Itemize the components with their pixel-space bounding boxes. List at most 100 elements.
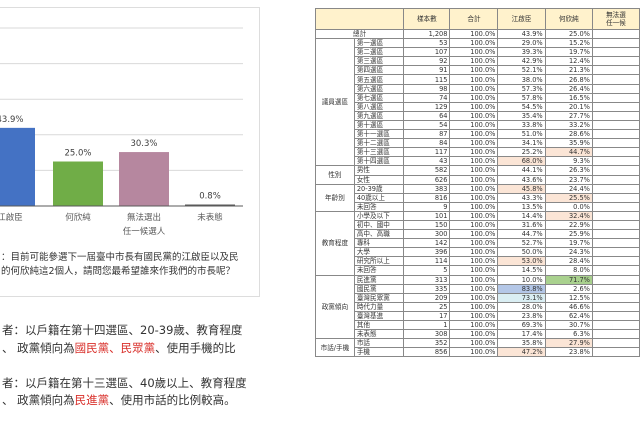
- cell: 396: [403, 247, 451, 258]
- cell: [591, 219, 640, 231]
- row-label: 市話: [353, 338, 405, 349]
- cell: 51.0%: [497, 129, 546, 140]
- row-label: 民進黨: [353, 274, 405, 285]
- cell: 32.4%: [544, 210, 593, 221]
- table-row: 市話/手機 市話 352 100.0% 35.8% 27.9%: [315, 338, 640, 358]
- bar: [53, 161, 103, 206]
- table-row: 第九選區 64 100.0% 35.4% 27.7%: [316, 110, 640, 121]
- cell: 14.5%: [497, 265, 546, 276]
- table-row: 第五選區 115 100.0% 38.0% 26.8%: [316, 74, 640, 85]
- text: 、使用手機的比: [155, 341, 236, 355]
- cell: 71.7%: [544, 274, 593, 285]
- cell: 31.6%: [497, 219, 546, 231]
- cell: 816: [403, 192, 451, 203]
- cell: [591, 292, 640, 303]
- cell: [591, 183, 640, 194]
- row-label: 時代力量: [353, 301, 405, 312]
- row-label: 第一選區: [353, 38, 405, 49]
- cell: 73.1%: [497, 292, 546, 303]
- table-row: 性別 男性 582 100.0% 44.1% 26.3%: [315, 165, 640, 185]
- cell: [591, 28, 640, 40]
- cell: 24.3%: [544, 247, 593, 258]
- table-row: 第六選區 98 100.0% 57.3% 26.4%: [316, 83, 640, 94]
- cell: [591, 310, 640, 322]
- cell: 25.9%: [544, 229, 593, 240]
- cell: 14.4%: [497, 210, 546, 221]
- cell: 20.1%: [544, 101, 593, 112]
- column-header: 江啟臣: [497, 8, 546, 30]
- cell: 100.0%: [449, 38, 499, 49]
- cell: 84: [403, 138, 451, 149]
- cell: 17.4%: [497, 329, 546, 340]
- cell: 64: [403, 110, 451, 121]
- row-label: 研究所以上: [353, 256, 405, 267]
- cell: 308: [403, 329, 451, 340]
- cell: 107: [403, 47, 451, 58]
- table-row: 第七選區 74 100.0% 57.8% 16.5%: [316, 92, 640, 103]
- cell: 9: [403, 201, 451, 212]
- table-row: 國民黨 335 100.0% 83.8% 2.6%: [316, 283, 640, 294]
- cell: 6.3%: [544, 329, 593, 340]
- row-label: 20-39歲: [353, 183, 405, 194]
- cell: 12.4%: [544, 56, 593, 67]
- cell: [591, 92, 640, 103]
- cell: 100.0%: [449, 192, 499, 203]
- cell: [591, 147, 640, 158]
- group-label: 市話/手機: [315, 338, 355, 358]
- cell: 43.3%: [497, 192, 546, 203]
- row-label: 高中、高職: [353, 229, 405, 240]
- data-label: 30.3%: [130, 139, 157, 149]
- cell: 25.0%: [544, 28, 593, 40]
- cell: 91: [403, 65, 451, 76]
- table-row: 40歲以上 816 100.0% 43.3% 25.5%: [316, 192, 640, 203]
- cell: 100.0%: [449, 210, 499, 221]
- para2-line2: 、 政黨傾向為民進黨、使用市話的比例較高。: [2, 392, 236, 408]
- cell: 8.0%: [544, 265, 593, 276]
- table-row: 未表態 308 100.0% 17.4% 6.3%: [316, 329, 640, 340]
- text: 、使用市話的比例較高。: [109, 393, 236, 407]
- cell: 46.6%: [544, 301, 593, 312]
- cell: 100.0%: [449, 247, 499, 258]
- cell: 15.2%: [544, 38, 593, 49]
- cell: 100.0%: [449, 347, 499, 358]
- row-label: 第十選區: [353, 119, 405, 131]
- row-label: 男性: [353, 165, 405, 176]
- cell: 0.0%: [544, 201, 593, 212]
- table-row: 政黨傾向 民進黨 313 100.0% 10.0% 71.7%: [315, 274, 640, 340]
- cell: 53.0%: [497, 256, 546, 267]
- bar: [0, 127, 35, 206]
- cell: 53: [403, 38, 451, 49]
- cell: [591, 56, 640, 67]
- cell: 300: [403, 229, 451, 240]
- row-label: 未回答: [353, 265, 405, 276]
- cell: 23.7%: [544, 174, 593, 185]
- cell: 25: [403, 301, 451, 312]
- group-label: 性別: [315, 165, 355, 185]
- table-row: 教育程度 小學及以下 101 100.0% 14.4% 32.4%: [315, 210, 640, 276]
- cell: 100.0%: [449, 292, 499, 303]
- data-label: 0.8%: [199, 192, 221, 202]
- cell: [591, 283, 640, 294]
- para2-line1: 者：以戶籍在第十三選區、40歲以上、教育程度: [2, 376, 247, 390]
- cell: 383: [403, 183, 451, 194]
- cell: 34.1%: [497, 138, 546, 149]
- cell: 68.0%: [497, 156, 546, 167]
- cell: 209: [403, 292, 451, 303]
- table-row: 時代力量 25 100.0% 28.0% 46.6%: [316, 301, 640, 312]
- row-label: 第五選區: [353, 74, 405, 85]
- question-line-1: ：目前可能參選下一屆臺中市長有國民黨的江啟臣以及民: [1, 252, 239, 263]
- cell: 100.0%: [449, 147, 499, 158]
- cell: 100.0%: [449, 274, 499, 285]
- group-label: 議員選區: [315, 38, 355, 167]
- cell: 44.7%: [497, 229, 546, 240]
- cell: 25.2%: [497, 147, 546, 158]
- cell: [591, 65, 640, 76]
- column-header: 樣本數: [403, 8, 451, 30]
- cell: [591, 138, 640, 149]
- cell: [591, 347, 640, 358]
- cell: 28.6%: [544, 129, 593, 140]
- cell: 43.6%: [497, 174, 546, 185]
- cell: 87: [403, 129, 451, 140]
- para1-line1: 者：以戶籍在第十四選區、20-39歲、教育程度: [2, 323, 243, 337]
